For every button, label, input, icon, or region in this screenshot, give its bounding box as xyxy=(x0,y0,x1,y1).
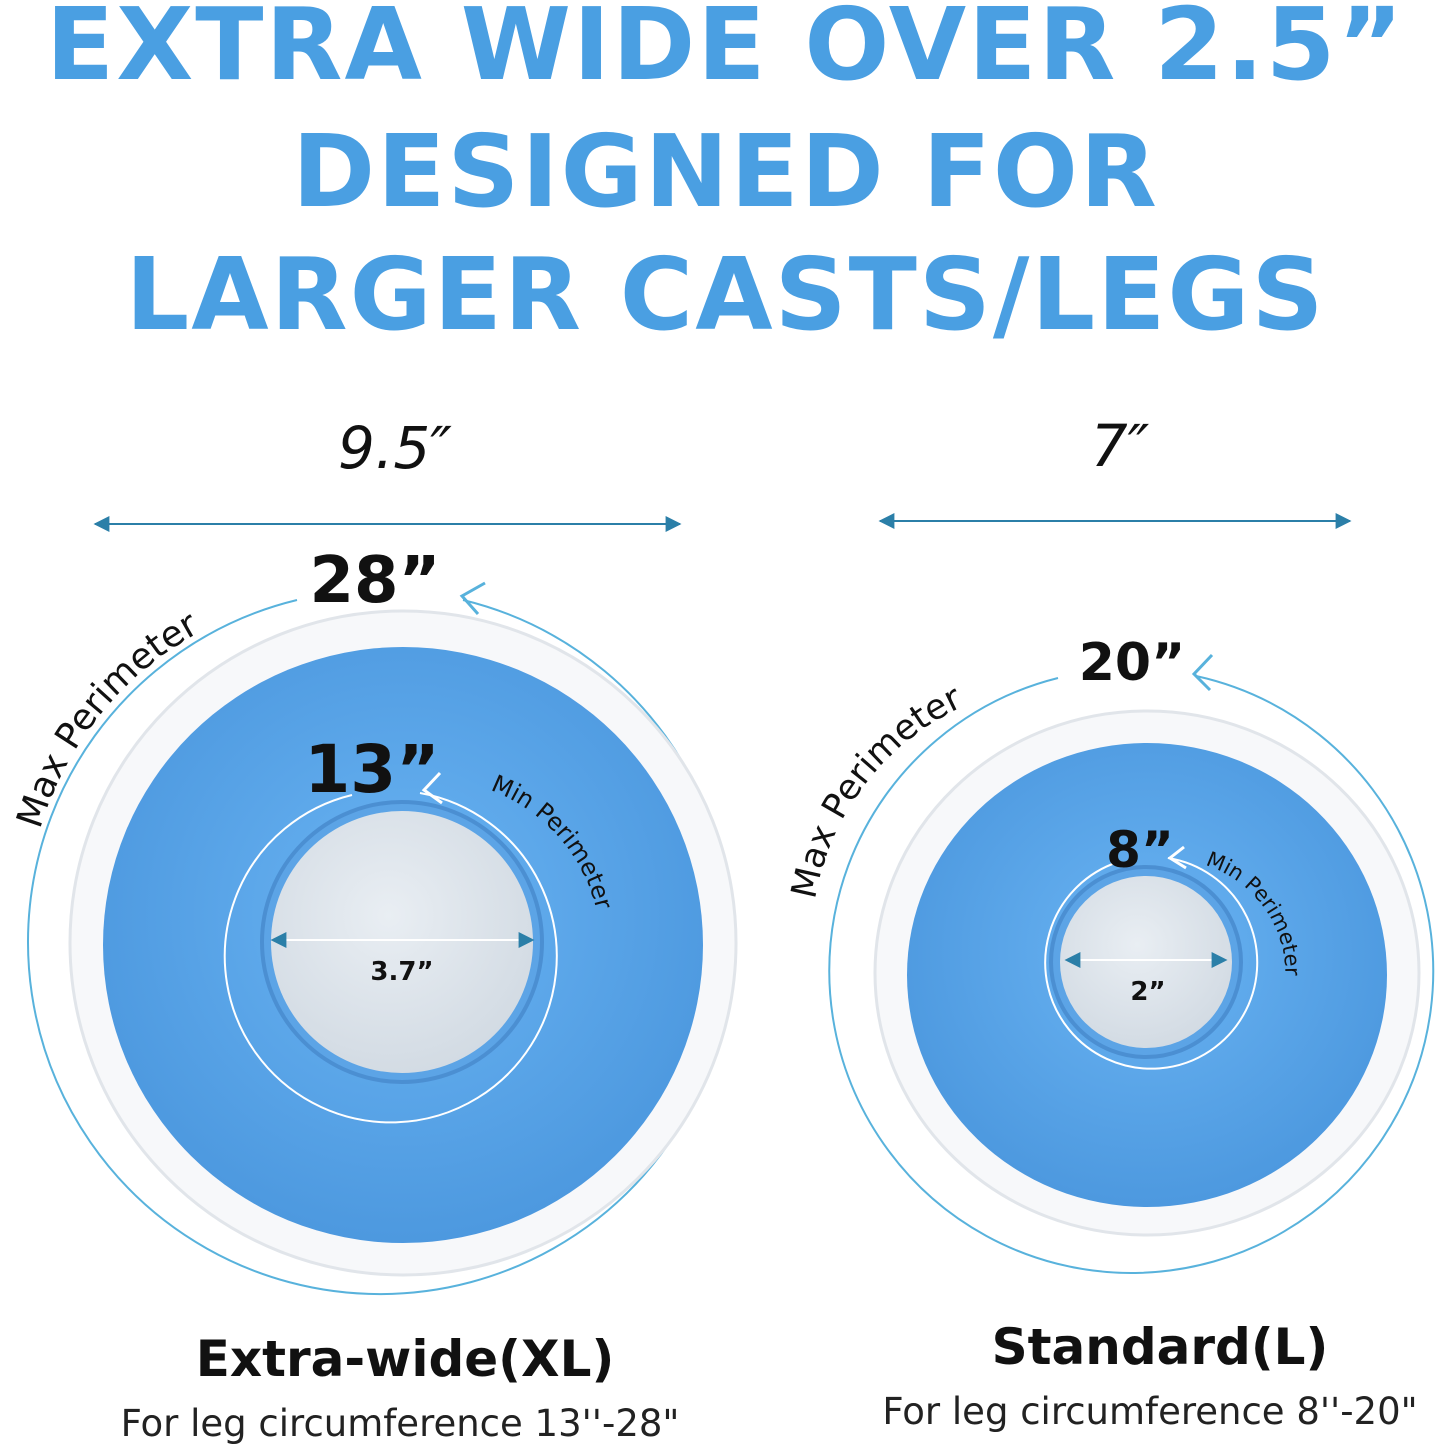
standard-min-perimeter-arc xyxy=(1044,857,1259,1070)
xl-max-arrowhead xyxy=(459,581,486,615)
standard-product-description: For leg circumference 8''-20" xyxy=(882,1390,1418,1433)
standard-min-arrowhead xyxy=(1167,845,1187,870)
standard-max-arrowhead xyxy=(1191,653,1214,692)
standard-opening-label: 2” xyxy=(1130,977,1165,1007)
xl-width-label: 9.5″ xyxy=(338,414,452,482)
xl-min-arrowhead xyxy=(421,771,443,805)
standard-width-label: 7″ xyxy=(1091,412,1150,480)
standard-max-perimeter-arc xyxy=(828,675,1435,1274)
xl-clear-window xyxy=(271,811,533,1073)
xl-min-value: 13” xyxy=(304,731,439,808)
xl-cover-group: 9.5″ 28” Max Perimeter 13” Min Perimeter… xyxy=(9,414,738,1295)
standard-cover-group: 7″ 20” Max Perimeter 8” Min Perimeter 2” xyxy=(784,412,1435,1274)
xl-opening-label: 3.7” xyxy=(370,957,433,987)
headline-line-2: DESIGNED FOR xyxy=(292,113,1159,230)
headline-line-3: LARGER CASTS/LEGS xyxy=(125,236,1326,353)
standard-min-value: 8” xyxy=(1106,821,1174,879)
headline-line-1: EXTRA WIDE OVER 2.5” xyxy=(45,0,1406,103)
standard-product-name: Standard(L) xyxy=(991,1318,1329,1376)
xl-product-name: Extra-wide(XL) xyxy=(195,1330,615,1388)
xl-max-value: 28” xyxy=(309,544,440,618)
standard-max-value: 20” xyxy=(1079,633,1186,693)
xl-min-perimeter-arc xyxy=(223,792,558,1124)
standard-clear-window xyxy=(1060,876,1232,1048)
xl-product-description: For leg circumference 13''-28" xyxy=(120,1402,680,1445)
